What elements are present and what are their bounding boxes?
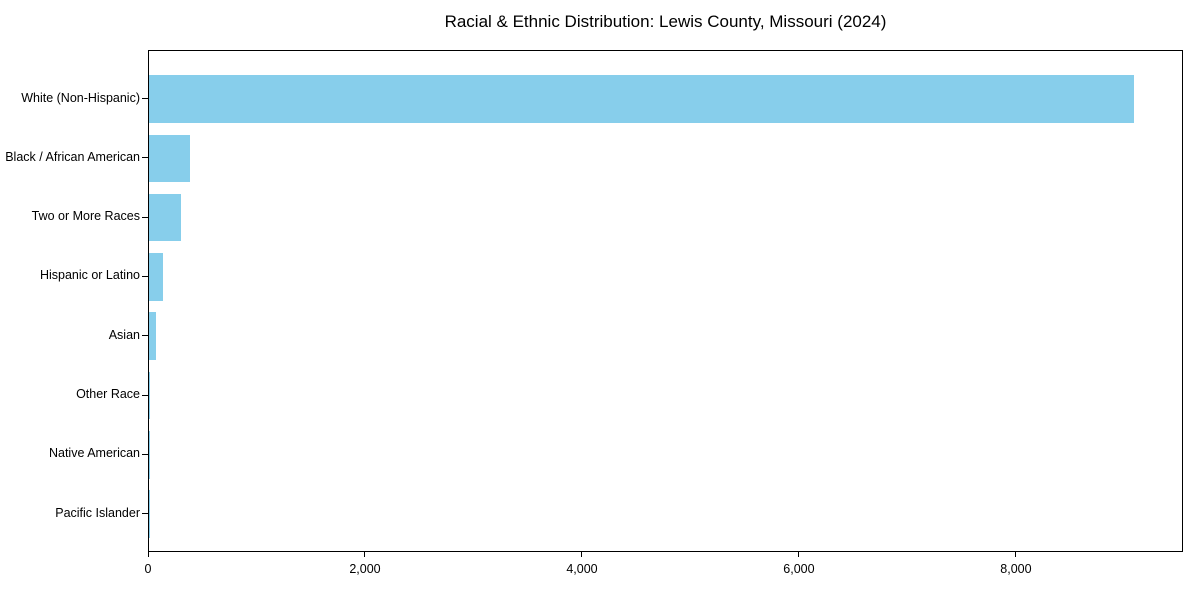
x-tick-label: 0 (144, 562, 152, 576)
bar-3 (149, 253, 163, 301)
y-tick-mark (142, 513, 148, 515)
y-tick-mark (142, 394, 148, 396)
y-tick-mark (142, 216, 148, 218)
x-tick-mark (581, 552, 583, 557)
y-tick-label: Two or More Races (31, 209, 140, 224)
x-tick-label: 6,000 (783, 562, 815, 576)
y-tick-label: Hispanic or Latino (39, 268, 140, 283)
x-tick-label: 8,000 (1000, 562, 1032, 576)
x-tick-mark (798, 552, 800, 557)
x-tick-mark (147, 552, 149, 557)
y-tick-mark (142, 335, 148, 337)
y-tick-label: Pacific Islander (55, 505, 140, 520)
x-tick-label: 2,000 (349, 562, 381, 576)
bar-5 (149, 371, 150, 420)
bar-1 (149, 134, 191, 183)
bar-6 (149, 431, 150, 479)
plot-area (148, 50, 1183, 552)
y-tick-mark (142, 98, 148, 99)
chart-title: Racial & Ethnic Distribution: Lewis Coun… (444, 12, 887, 31)
y-tick-label: White (Non-Hispanic) (21, 90, 140, 105)
x-tick-mark (1015, 552, 1017, 557)
y-tick-label: Native American (48, 446, 140, 461)
y-tick-mark (142, 275, 148, 277)
bar-4 (149, 312, 157, 360)
y-tick-mark (142, 157, 148, 159)
bar-0 (149, 75, 1135, 123)
y-tick-label: Other Race (76, 387, 140, 401)
y-tick-label: Black / African American (5, 149, 140, 164)
y-tick-label: Asian (108, 327, 140, 342)
y-tick-mark (142, 453, 148, 455)
x-tick-mark (364, 552, 366, 557)
bar-2 (149, 193, 181, 242)
x-tick-label: 4,000 (566, 562, 598, 576)
